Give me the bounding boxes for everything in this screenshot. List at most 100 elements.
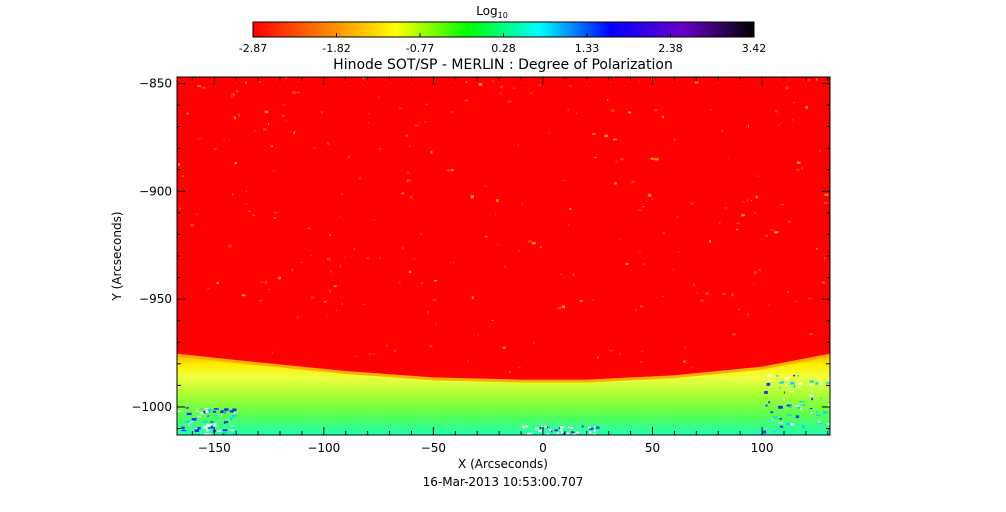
edge-pixel: [183, 421, 186, 423]
speckle: [333, 285, 337, 288]
speckle: [696, 291, 698, 294]
edge-pixel: [546, 426, 549, 429]
speckle: [569, 85, 573, 87]
edge-pixel: [556, 432, 559, 434]
edge-pixel: [562, 432, 566, 435]
speckle: [695, 81, 699, 84]
edge-pixel: [186, 420, 190, 423]
speckle: [245, 190, 248, 192]
edge-pixel: [198, 433, 200, 435]
edge-pixel: [785, 384, 788, 386]
speckle: [338, 216, 341, 218]
edge-pixel: [799, 401, 805, 403]
speckle: [509, 371, 511, 374]
edge-pixel: [185, 407, 189, 409]
speckle: [181, 175, 185, 177]
speckle: [347, 155, 350, 159]
y-tick-label: −850: [139, 76, 172, 90]
speckle: [452, 261, 455, 264]
edge-pixel: [222, 429, 228, 432]
edge-pixel: [208, 411, 211, 413]
speckle: [424, 120, 427, 123]
edge-pixel: [764, 391, 768, 394]
edge-pixel: [560, 426, 565, 428]
speckle: [491, 319, 494, 321]
edge-pixel: [590, 427, 594, 430]
speckle: [407, 171, 409, 175]
speckle: [367, 122, 369, 124]
speckle: [662, 295, 664, 297]
edge-pixel: [787, 382, 791, 384]
edge-pixel: [800, 407, 802, 411]
edge-pixel: [593, 429, 596, 432]
speckle: [399, 107, 403, 110]
speckle: [336, 309, 338, 311]
edge-pixel: [766, 382, 771, 386]
speckle: [732, 333, 736, 336]
speckle: [327, 315, 329, 317]
edge-pixel: [816, 414, 821, 416]
speckle: [477, 334, 479, 337]
speckle: [238, 114, 240, 117]
speckle: [780, 203, 785, 206]
edge-pixel: [554, 429, 558, 432]
speckle: [613, 138, 617, 141]
speckle: [592, 298, 595, 302]
edge-pixel: [202, 421, 207, 423]
speckle: [207, 288, 210, 290]
edge-pixel: [828, 403, 830, 407]
speckle: [700, 299, 704, 302]
edge-pixel: [783, 391, 785, 394]
speckle: [774, 231, 779, 234]
edge-pixel: [809, 408, 813, 410]
edge-pixel: [589, 431, 592, 434]
edge-pixel: [786, 422, 791, 426]
speckle: [532, 242, 536, 245]
speckle: [264, 110, 269, 114]
edge-pixel: [223, 421, 226, 425]
edge-pixel: [548, 429, 552, 432]
edge-pixel: [790, 423, 794, 426]
edge-pixel: [212, 410, 217, 413]
speckle: [807, 79, 810, 82]
speckle: [533, 341, 536, 344]
speckle: [233, 116, 236, 120]
colorbar-label: Log10: [476, 4, 508, 20]
speckle: [741, 214, 745, 217]
speckle: [258, 81, 262, 83]
heatmap-image: [177, 77, 830, 435]
x-tick-label: 50: [645, 441, 660, 455]
speckle: [604, 79, 606, 81]
speckle: [378, 96, 380, 98]
speckle: [339, 264, 342, 268]
edge-pixel: [230, 429, 234, 431]
x-axis: −150 −100 −50 0 50 100: [191, 77, 829, 455]
speckle: [228, 244, 232, 248]
speckle: [639, 251, 641, 253]
edge-pixel: [206, 428, 209, 432]
speckle: [673, 138, 676, 141]
speckle: [368, 113, 370, 115]
edge-pixel: [213, 408, 219, 410]
edge-pixel: [209, 421, 214, 423]
edge-pixel: [776, 375, 779, 377]
edge-pixel: [544, 425, 547, 428]
x-axis-label: X (Arcseconds): [458, 457, 548, 471]
limb-band: [177, 355, 830, 435]
edge-pixel: [538, 430, 542, 433]
speckle: [223, 138, 225, 141]
speckle: [415, 124, 420, 127]
edge-pixel: [828, 385, 830, 387]
speckle: [231, 96, 233, 98]
speckle: [378, 147, 382, 150]
edge-pixel: [576, 431, 580, 434]
edge-pixel: [224, 411, 226, 414]
speckle: [559, 274, 563, 276]
speckle: [373, 219, 376, 221]
speckle: [562, 305, 566, 309]
edge-pixel: [233, 411, 236, 415]
speckle: [800, 167, 803, 170]
speckle: [353, 248, 355, 250]
edge-pixel: [186, 412, 192, 416]
edge-pixel: [232, 408, 237, 411]
